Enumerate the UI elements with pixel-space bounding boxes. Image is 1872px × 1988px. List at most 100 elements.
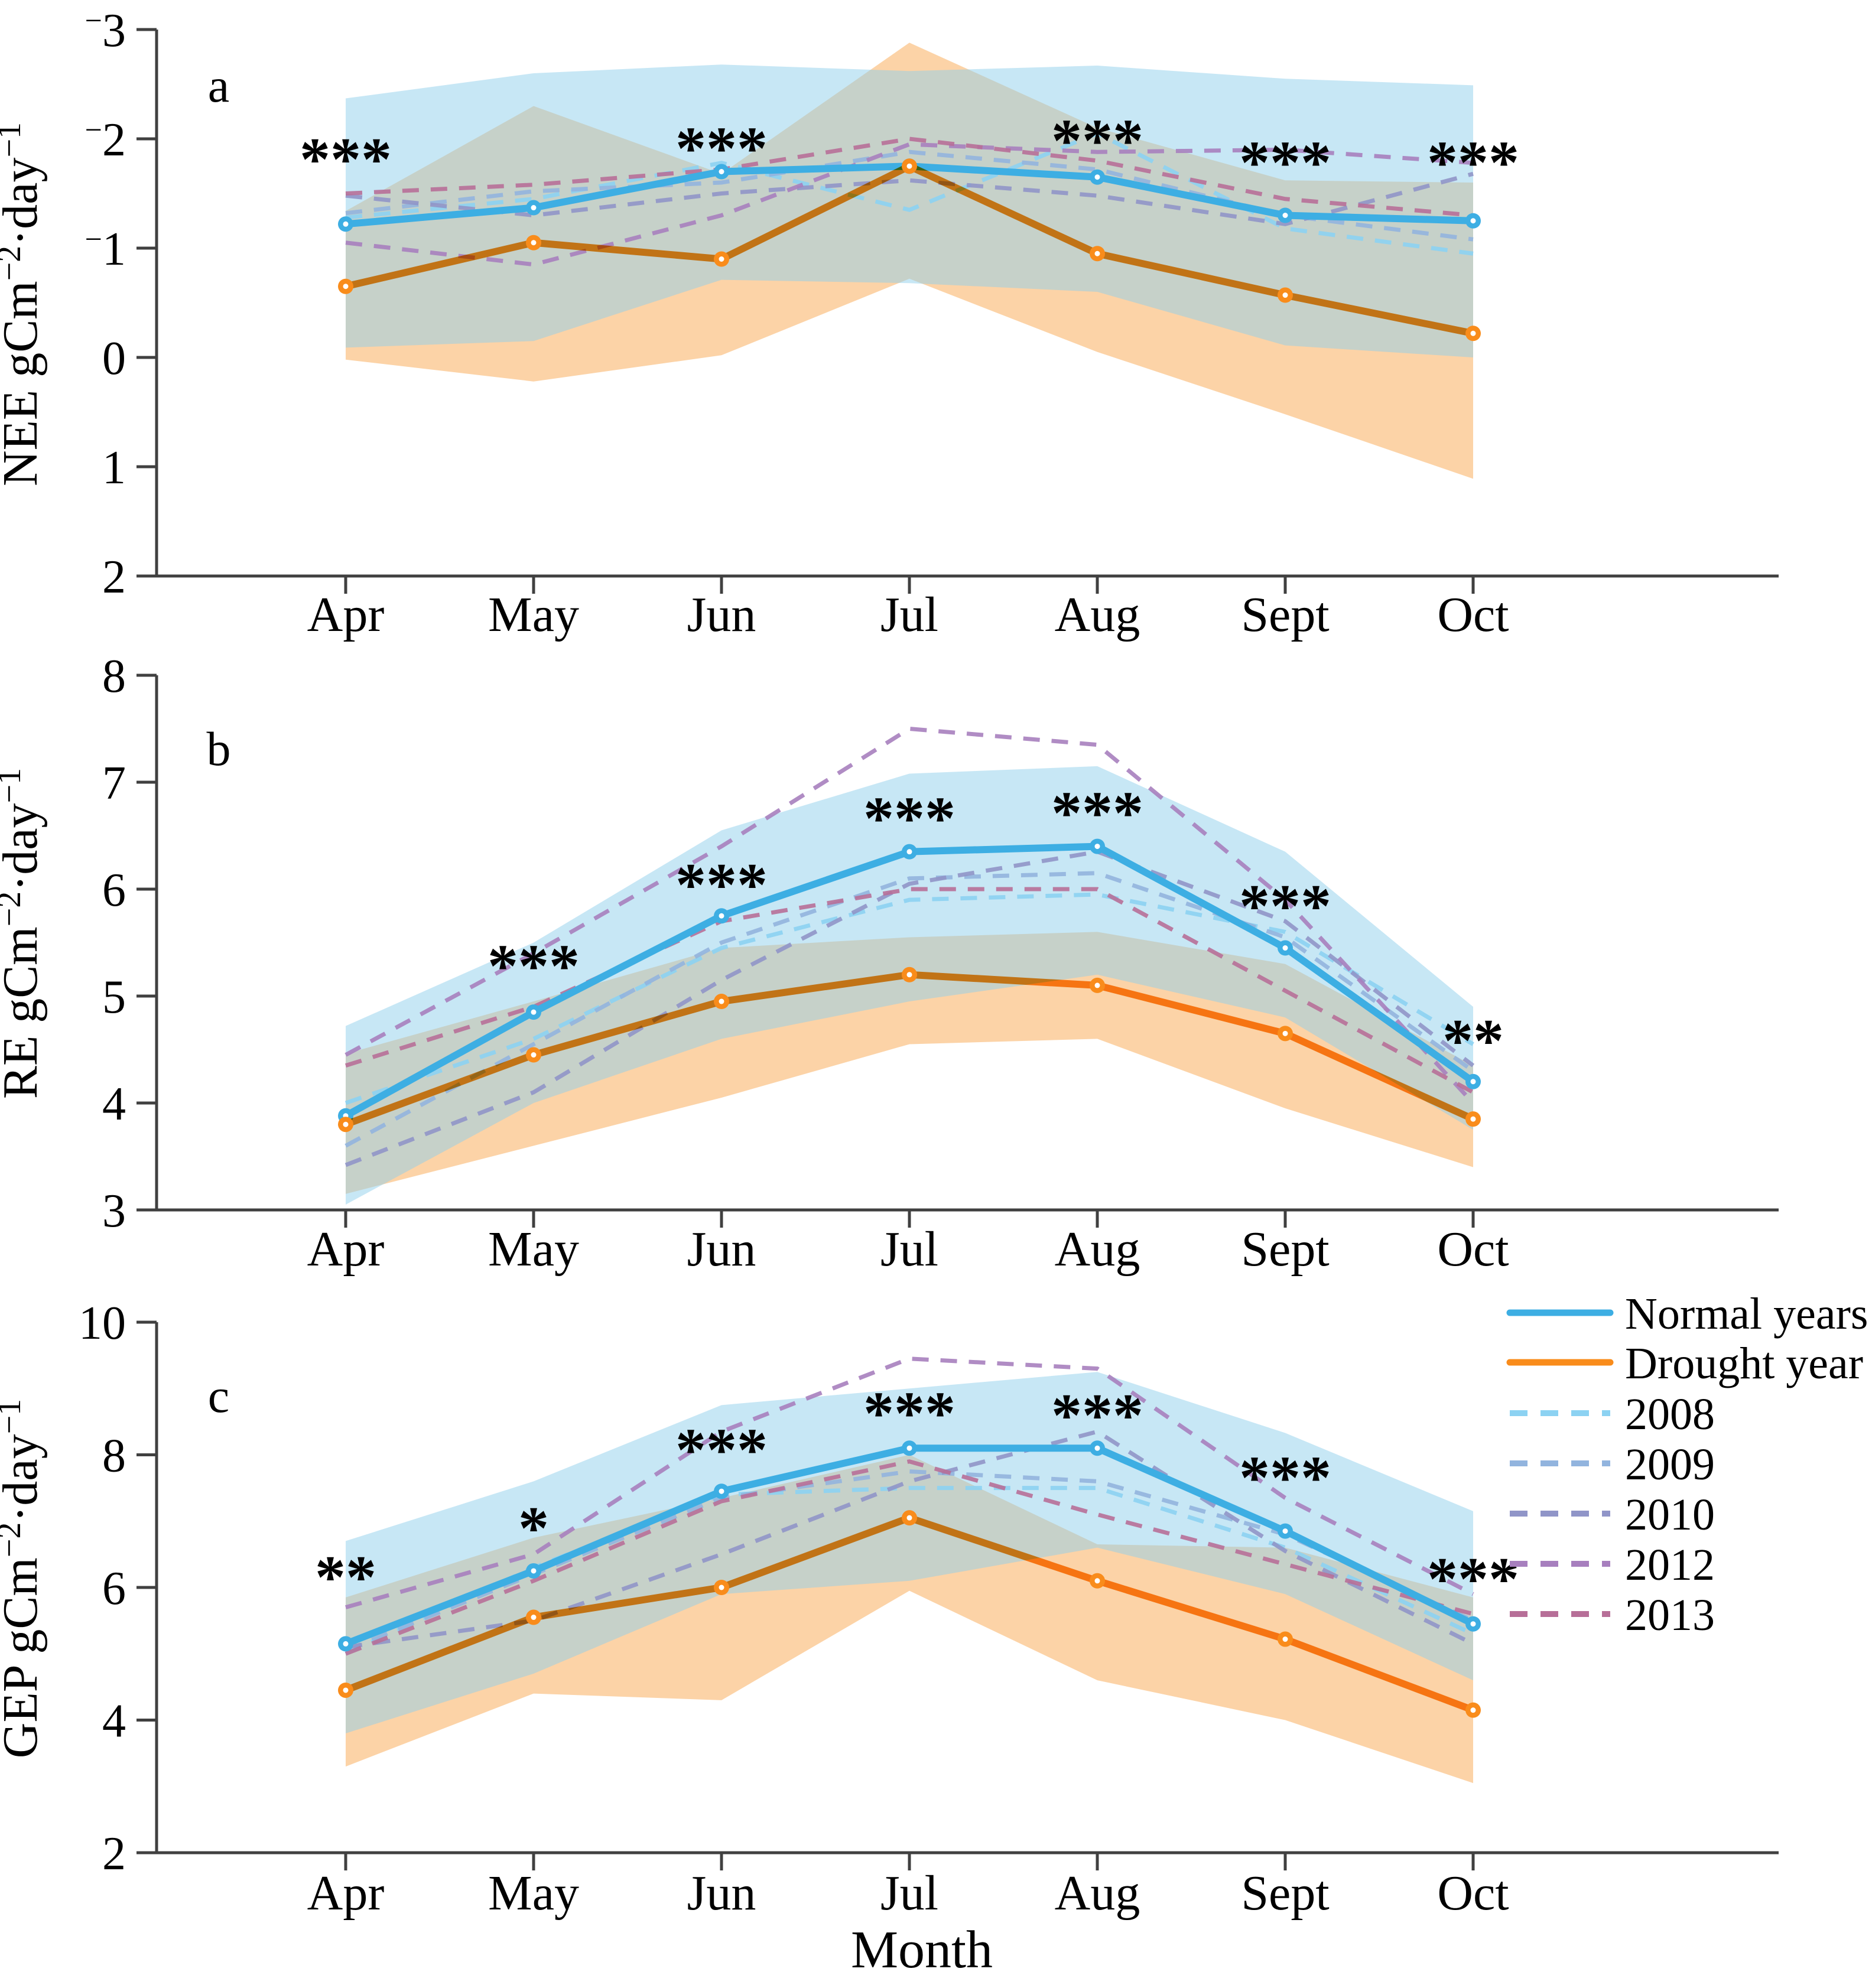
marker-center-dot (906, 849, 912, 855)
panel-b-sig-marker-jul: *** (863, 785, 956, 853)
panel-c-year-line-2010 (345, 1429, 1474, 1649)
marker-center-dot (531, 240, 537, 246)
marker-center-dot (531, 1052, 537, 1058)
panel-c-x-tick-label-apr: Apr (307, 1866, 385, 1921)
panel-c-band-normal-years-sd (346, 1372, 1473, 1733)
panel-c-sig-marker-sept: *** (1239, 1444, 1331, 1512)
marker-center-dot (1282, 1030, 1288, 1036)
y-axis-title-nee-sup1: −2 (0, 246, 28, 281)
y-axis-title-gep: GEP gCm−2·day−1 (0, 1399, 48, 1758)
y-axis-title-gep-sup1: −2 (0, 1522, 28, 1558)
panel-b-y-tick-label-3: 3 (102, 1185, 126, 1237)
panel-b-x-tick-label-jul: Jul (880, 1222, 938, 1277)
panel-a-x-tick-label-jun: Jun (687, 587, 756, 642)
y-axis-title-nee-sup2: −1 (0, 122, 28, 158)
panel-a-year-line-2010 (345, 171, 1474, 226)
panel-b-year-line-2012 (344, 726, 1475, 1105)
panel-a-sig-marker-sept: *** (1239, 129, 1331, 197)
y-axis-title-nee: NEE gCm−2·day−1 (0, 122, 48, 486)
panel-b-axes (136, 673, 1779, 1228)
marker-center-dot (531, 1568, 537, 1574)
panel-b-sig-marker-oct: ** (1442, 1007, 1504, 1075)
marker-center-dot (531, 1009, 537, 1015)
legend-label-2008: 2008 (1625, 1390, 1715, 1439)
panel-a-x-tick-label-jul: Jul (880, 587, 938, 642)
panel-b-x-tick-label-aug: Aug (1055, 1222, 1140, 1277)
y-axis-title-re-mid: ·day (0, 803, 48, 891)
panel-a-sig-marker-oct: *** (1427, 129, 1519, 197)
marker-center-dot (1094, 1445, 1100, 1451)
panel-b-year-line-2009 (344, 871, 1475, 1148)
legend-item-drought-year: Drought year (1506, 1339, 1863, 1388)
legend-label-normal-years: Normal years (1625, 1289, 1868, 1339)
panel-c-x-tick-label-jun: Jun (687, 1866, 756, 1921)
panel-b-band-normal-years-sd (346, 766, 1473, 1205)
marker-center-dot (343, 1641, 349, 1647)
panel-c-x-tick-label-oct: Oct (1437, 1866, 1509, 1921)
panel-c-sig-marker-aug: *** (1051, 1381, 1143, 1449)
panel-a-sig-marker-jun: *** (675, 115, 768, 183)
panel-b-sig-marker-jun: *** (675, 851, 768, 919)
marker-center-dot (1282, 292, 1288, 298)
marker-center-dot (719, 256, 724, 262)
panel-letter-a: a (208, 58, 229, 112)
panel-b-y-tick-label-4: 4 (102, 1078, 126, 1130)
y-axis-title-gep-mid: ·day (0, 1434, 48, 1522)
panel-b-sig-marker-sept: *** (1239, 873, 1331, 941)
marker-center-dot (1470, 1707, 1476, 1713)
legend-item-2010: 2010 (1510, 1490, 1715, 1540)
panel-c-y-tick-label-8: 8 (102, 1430, 126, 1482)
marker-center-dot (719, 1488, 724, 1494)
panel-b-x-tick-label-sept: Sept (1241, 1222, 1329, 1277)
panel-c-x-tick-label-aug: Aug (1055, 1866, 1140, 1921)
panel-b-year-line-2008 (344, 892, 1474, 1105)
panel-c-sig-marker-jul: *** (863, 1379, 956, 1447)
panel-c-axes (136, 1320, 1779, 1870)
marker-center-dot (531, 1615, 537, 1621)
panel-c-year-line-2012 (345, 1356, 1474, 1610)
panel-a-x-tick-label-oct: Oct (1437, 587, 1509, 642)
marker-center-dot (1470, 330, 1476, 336)
marker-center-dot (1470, 218, 1476, 224)
legend-label-drought-year: Drought year (1625, 1339, 1863, 1388)
marker-center-dot (906, 1445, 912, 1451)
marker-center-dot (1282, 1636, 1288, 1642)
panel-b-x-tick-label-may: May (488, 1222, 579, 1277)
marker-center-dot (1094, 982, 1100, 988)
panel-c-x-tick-label-jul: Jul (880, 1866, 938, 1921)
legend-item-2013: 2013 (1510, 1590, 1715, 1640)
panel-a-x-tick-label-may: May (488, 587, 579, 642)
marker-center-dot (719, 1584, 724, 1590)
legend-label-2013: 2013 (1625, 1590, 1715, 1640)
legend-label-2012: 2012 (1625, 1540, 1715, 1590)
marker-center-dot (1470, 1621, 1476, 1627)
panel-a-x-tick-label-sept: Sept (1241, 587, 1329, 642)
y-axis-title-nee-mid: ·day (0, 158, 48, 246)
panel-b-x-tick-label-jun: Jun (687, 1222, 756, 1277)
marker-center-dot (343, 1121, 349, 1127)
panel-a-x-tick-label-apr: Apr (307, 587, 385, 642)
y-axis-title-gep-sup2: −1 (0, 1399, 28, 1434)
panel-a-y-tick-label-0: 0 (102, 333, 126, 385)
panel-c-x-tick-label-sept: Sept (1241, 1866, 1329, 1921)
marker-center-dot (719, 998, 724, 1004)
panel-c-sig-marker-may: * (518, 1494, 549, 1562)
panel-b-sig-marker-may: *** (488, 932, 580, 1000)
legend-label-2010: 2010 (1625, 1490, 1715, 1540)
y-axis-title-gep-main: GEP gCm (0, 1557, 48, 1758)
panel-a-sig-marker-apr: *** (300, 125, 392, 193)
marker-center-dot (531, 205, 537, 211)
panel-c-y-tick-label-4: 4 (102, 1696, 126, 1748)
panel-c-y-tick-label-10: 10 (79, 1297, 126, 1349)
marker-center-dot (343, 221, 349, 227)
panel-c-x-tick-label-may: May (488, 1866, 579, 1921)
marker-center-dot (343, 284, 349, 289)
panel-a-sig-marker-aug: *** (1051, 107, 1143, 175)
y-axis-title-re-sup1: −2 (0, 891, 28, 927)
legend-label-2009: 2009 (1625, 1440, 1715, 1489)
panel-b-y-tick-label-5: 5 (102, 971, 126, 1023)
